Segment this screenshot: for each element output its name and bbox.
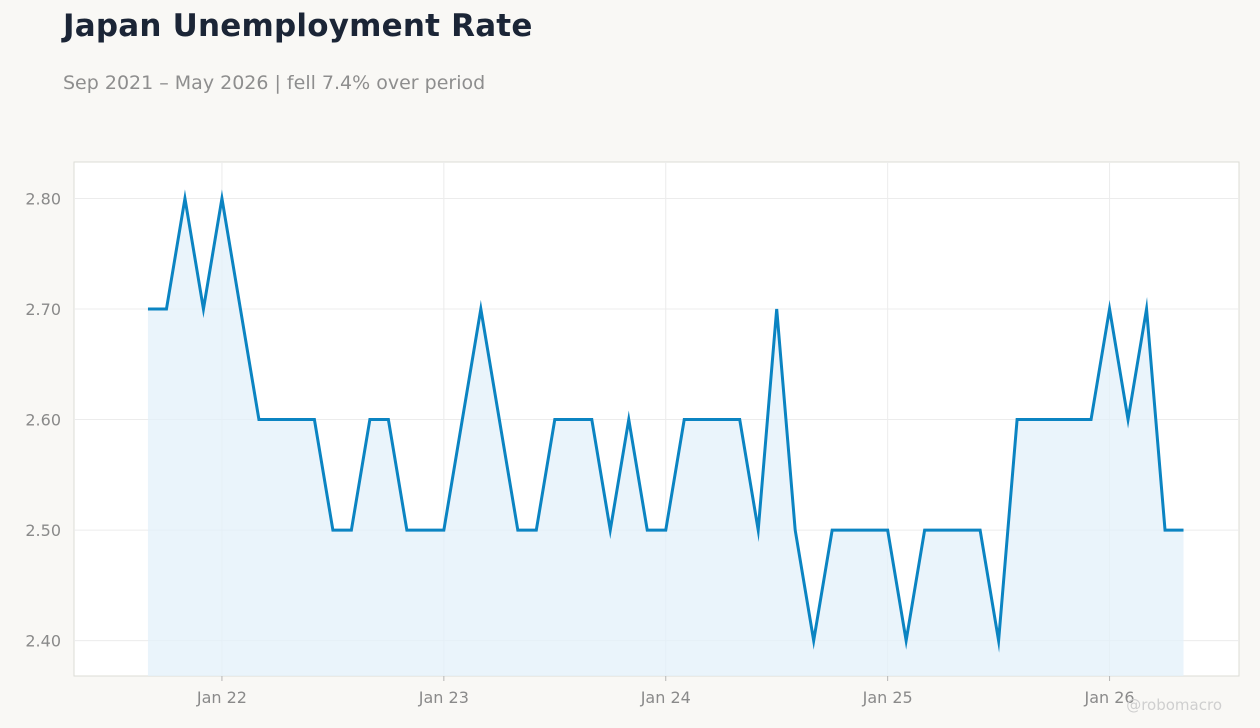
y-axis: 2.40 2.50 2.60 2.70 2.80 [25,189,61,650]
watermark: @robomacro [1126,696,1222,714]
x-tick-label: Jan 25 [862,688,913,707]
x-tick-label: Jan 26 [1084,688,1135,707]
y-tick-label: 2.40 [25,632,61,651]
x-axis: Jan 22 Jan 23 Jan 24 Jan 25 Jan 26 [196,676,1135,707]
x-tick-label: Jan 24 [640,688,691,707]
chart-title: Japan Unemployment Rate [63,8,533,44]
chart-subtitle: Sep 2021 – May 2026 | fell 7.4% over per… [63,72,486,94]
y-tick-label: 2.80 [25,189,61,208]
y-tick-label: 2.70 [25,300,61,319]
y-tick-label: 2.60 [25,411,61,430]
series-line [147,189,1184,653]
x-tick-label: Jan 22 [196,688,247,707]
series-area-fill [147,198,1184,677]
y-tick-label: 2.50 [25,521,61,540]
x-tick-label: Jan 23 [418,688,469,707]
